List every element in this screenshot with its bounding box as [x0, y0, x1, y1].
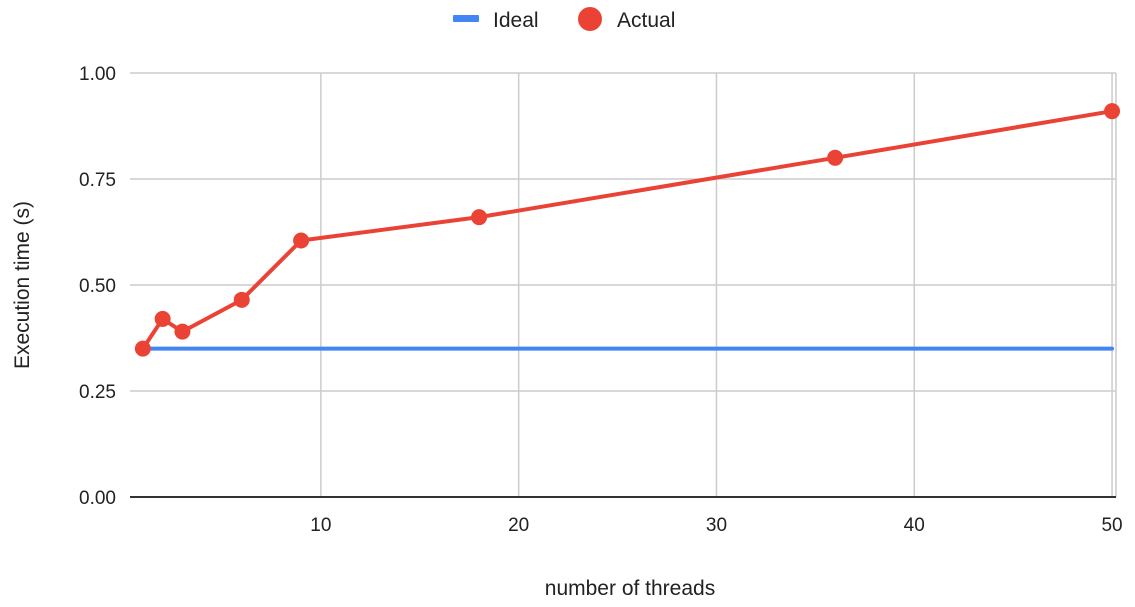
legend: Ideal Actual: [453, 7, 675, 32]
x-tick-label: 40: [904, 515, 925, 536]
legend-swatch-ideal: [453, 15, 479, 22]
y-tick-label: 1.00: [79, 64, 116, 85]
y-tick-label: 0.00: [79, 488, 116, 509]
y-tick-label: 0.75: [79, 170, 116, 191]
data-point-actual: [827, 149, 844, 166]
y-tick-label: 0.25: [79, 382, 116, 403]
data-point-actual: [174, 323, 191, 340]
series-line-actual: [140, 109, 1115, 351]
x-tick-label: 10: [310, 515, 331, 536]
data-point-actual: [233, 291, 250, 308]
y-axis-label: Execution time (s): [11, 201, 34, 369]
legend-label-actual: Actual: [617, 9, 675, 32]
y-tick-labels: 0.00 0.25 0.50 0.75 1.00: [79, 64, 116, 509]
data-point-actual: [154, 310, 171, 327]
legend-label-ideal: Ideal: [493, 9, 539, 32]
x-axis-label: number of threads: [545, 577, 715, 600]
x-tick-label: 20: [508, 515, 529, 536]
data-point-actual: [293, 232, 310, 249]
data-point-actual: [1104, 103, 1121, 120]
y-gridlines: [130, 72, 1116, 392]
data-point-actual: [134, 340, 151, 357]
series-layer: [134, 103, 1121, 357]
data-point-actual: [471, 209, 488, 226]
y-tick-label: 0.50: [79, 276, 116, 297]
legend-swatch-actual: [578, 7, 602, 31]
x-tick-label: 30: [706, 515, 727, 536]
x-tick-label: 50: [1101, 515, 1122, 536]
x-tick-labels: 10 20 30 40 50: [310, 515, 1122, 536]
